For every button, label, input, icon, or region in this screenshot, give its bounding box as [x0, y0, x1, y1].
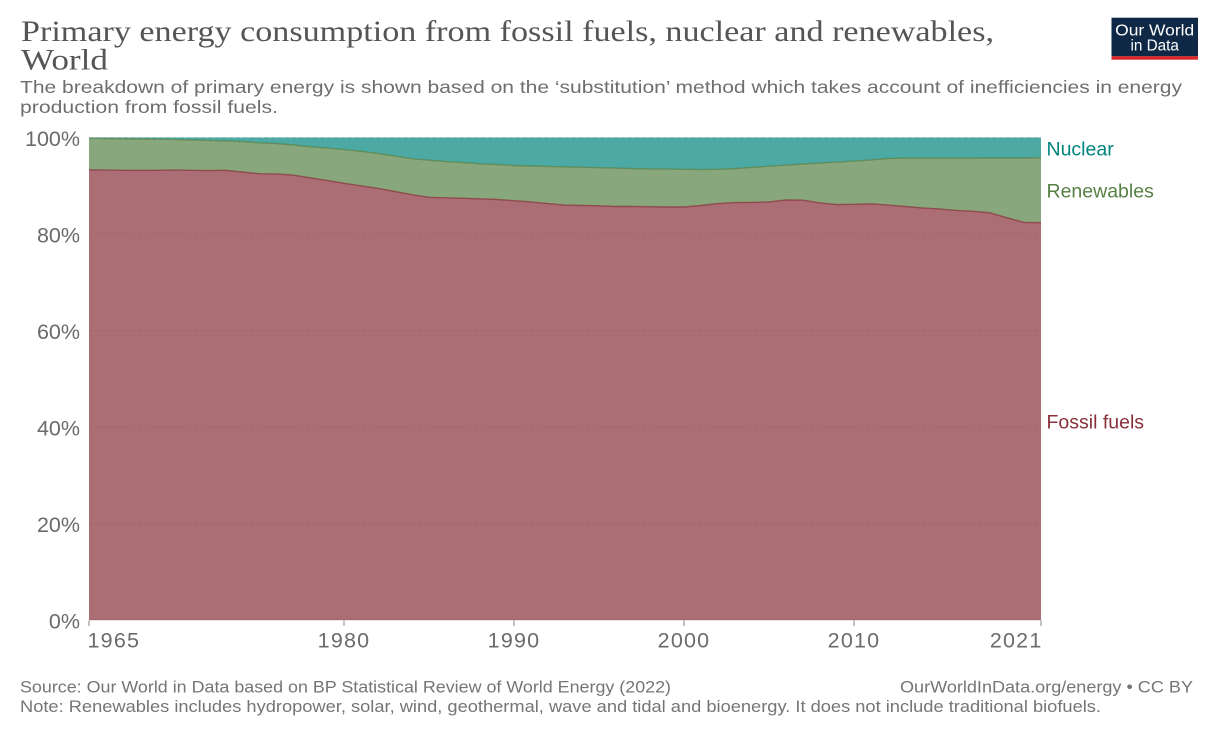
svg-text:0%: 0%	[49, 610, 80, 634]
svg-text:OurWorldInData.org/energy • CC: OurWorldInData.org/energy • CC BY	[900, 678, 1193, 696]
svg-text:60%: 60%	[37, 320, 80, 344]
svg-text:Renewables: Renewables	[1047, 181, 1155, 203]
svg-text:Fossil fuels: Fossil fuels	[1047, 411, 1145, 433]
svg-text:1990: 1990	[488, 629, 541, 653]
svg-text:1965: 1965	[88, 629, 141, 653]
svg-text:2000: 2000	[658, 629, 711, 653]
svg-text:100%: 100%	[25, 127, 80, 151]
svg-text:production from fossil fuels.: production from fossil fuels.	[20, 97, 278, 117]
svg-text:Primary energy consumption fro: Primary energy consumption from fossil f…	[21, 16, 994, 48]
svg-text:2010: 2010	[828, 629, 881, 653]
svg-text:20%: 20%	[37, 513, 80, 537]
svg-text:in Data: in Data	[1130, 38, 1179, 55]
svg-text:40%: 40%	[37, 417, 80, 441]
svg-text:2021: 2021	[990, 629, 1043, 653]
svg-text:Nuclear: Nuclear	[1047, 139, 1115, 161]
svg-text:World: World	[21, 45, 108, 77]
svg-text:Our World: Our World	[1115, 22, 1194, 39]
svg-text:Note: Renewables includes hydr: Note: Renewables includes hydropower, so…	[20, 698, 1101, 716]
svg-text:80%: 80%	[37, 224, 80, 248]
svg-text:The breakdown of primary energ: The breakdown of primary energy is shown…	[20, 77, 1182, 97]
svg-text:Source: Our World in Data base: Source: Our World in Data based on BP St…	[20, 678, 671, 696]
svg-text:1980: 1980	[318, 629, 371, 653]
